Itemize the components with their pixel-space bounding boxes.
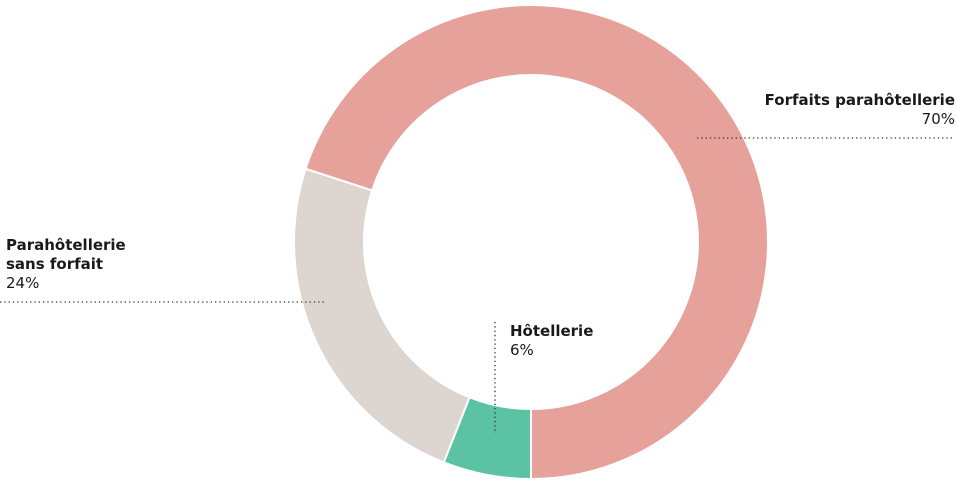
segment-label: Hôtellerie 6% [510, 322, 650, 360]
segment-label: Forfaits parahôtellerie 70% [655, 91, 955, 129]
value-label: 6% [510, 341, 534, 359]
category-name: Hôtellerie [510, 322, 594, 340]
donut-segment [304, 4, 769, 480]
category-name: Forfaits parahôtellerie [764, 91, 955, 109]
value-label: 24% [6, 274, 40, 292]
value-label: 70% [921, 110, 955, 128]
donut-segment [293, 167, 471, 464]
segment-label: Parahôtellerie sans forfait 24% [6, 236, 146, 293]
category-name: Parahôtellerie sans forfait [6, 236, 126, 273]
